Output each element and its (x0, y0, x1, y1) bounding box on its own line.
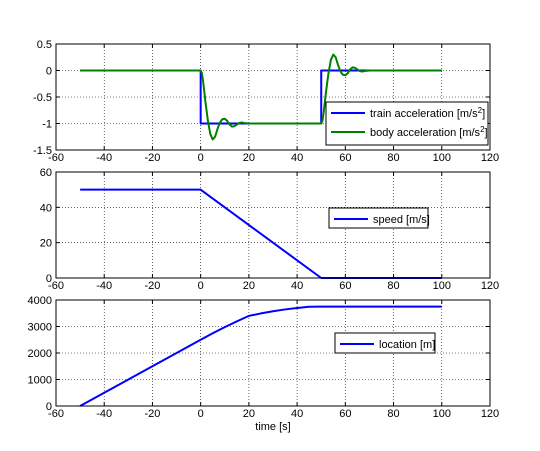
legend-label: body acceleration [m/s2] (370, 125, 488, 139)
x-tick-label: 0 (198, 280, 204, 292)
x-tick-label: 20 (243, 152, 255, 164)
legend-box (328, 207, 429, 229)
series-line-1 (79, 305, 442, 407)
x-tick-label: -40 (96, 280, 112, 292)
x-tick-label: 40 (291, 280, 303, 292)
y-tick-label: 2000 (28, 348, 52, 360)
x-tick-label: 100 (433, 280, 451, 292)
y-tick-label: -1.5 (33, 145, 52, 157)
y-tick-label: 40 (40, 202, 52, 214)
x-tick-label: 20 (243, 408, 255, 420)
x-tick-label: 80 (387, 152, 399, 164)
series-line-2 (80, 53, 442, 141)
y-tick-label: -1 (42, 119, 52, 131)
legend: train acceleration [m/s2] body accelerati… (325, 101, 489, 146)
x-tick-label: 60 (339, 408, 351, 420)
legend-box (334, 332, 436, 354)
y-tick-label: 4000 (28, 295, 52, 307)
x-axis-label: time [s] (255, 421, 290, 433)
x-tick-label: 40 (291, 152, 303, 164)
legend-box (325, 101, 489, 146)
x-tick-label: 60 (339, 280, 351, 292)
x-tick-label: 120 (481, 280, 499, 292)
x-tick-label: 80 (387, 408, 399, 420)
y-tick-label: 3000 (28, 322, 52, 334)
legend: speed [m/s] (328, 207, 430, 229)
y-tick-label: 0 (46, 273, 52, 285)
legend-label: train acceleration [m/s2] (370, 106, 485, 120)
legend: location [m] (334, 332, 436, 354)
y-tick-label: 1000 (28, 375, 52, 387)
axes-1: -60 -40 -20 0 20 40 60 80 100 120 0.5 0 -0.5 -1 -1.5 tr… (33, 39, 499, 164)
y-tick-label: 0 (46, 401, 52, 413)
y-tick-label: 20 (40, 238, 52, 250)
x-tick-label: -20 (144, 408, 160, 420)
x-tick-label: 80 (387, 280, 399, 292)
x-tick-label: -20 (144, 280, 160, 292)
x-tick-label: -40 (96, 408, 112, 420)
y-tick-label: 60 (40, 167, 52, 179)
x-tick-label: -60 (48, 280, 64, 292)
x-tick-label: 20 (243, 280, 255, 292)
x-tick-label: -60 (48, 152, 64, 164)
axes-3: -60 -40 -20 0 20 40 60 80 100 120 4000 3000 2000 1000… (28, 295, 500, 433)
x-tick-label: 40 (291, 408, 303, 420)
x-tick-label: 0 (198, 408, 204, 420)
x-tick-label: 100 (433, 152, 451, 164)
y-tick-label: -0.5 (33, 92, 52, 104)
x-tick-label: -60 (48, 408, 64, 420)
x-tick-label: -20 (144, 152, 160, 164)
axes-2: -60 -40 -20 0 20 40 60 80 100 120 60 40 20 0 speed [m/… (40, 167, 499, 292)
x-tick-label: -40 (96, 152, 112, 164)
legend-label: speed [m/s] (373, 214, 430, 226)
x-tick-label: 60 (339, 152, 351, 164)
x-tick-label: 100 (433, 408, 451, 420)
plots: -60 -40 -20 0 20 40 60 80 100 120 0.5 0 -0.5 -1 -1.5 tr… (28, 39, 500, 433)
y-tick-label: 0 (46, 66, 52, 78)
legend-label: location [m] (379, 339, 435, 351)
x-tick-label: 0 (198, 152, 204, 164)
axes-frame (55, 171, 491, 279)
x-tick-label: 120 (481, 408, 499, 420)
x-tick-label: 120 (481, 152, 499, 164)
y-tick-label: 0.5 (37, 39, 52, 51)
